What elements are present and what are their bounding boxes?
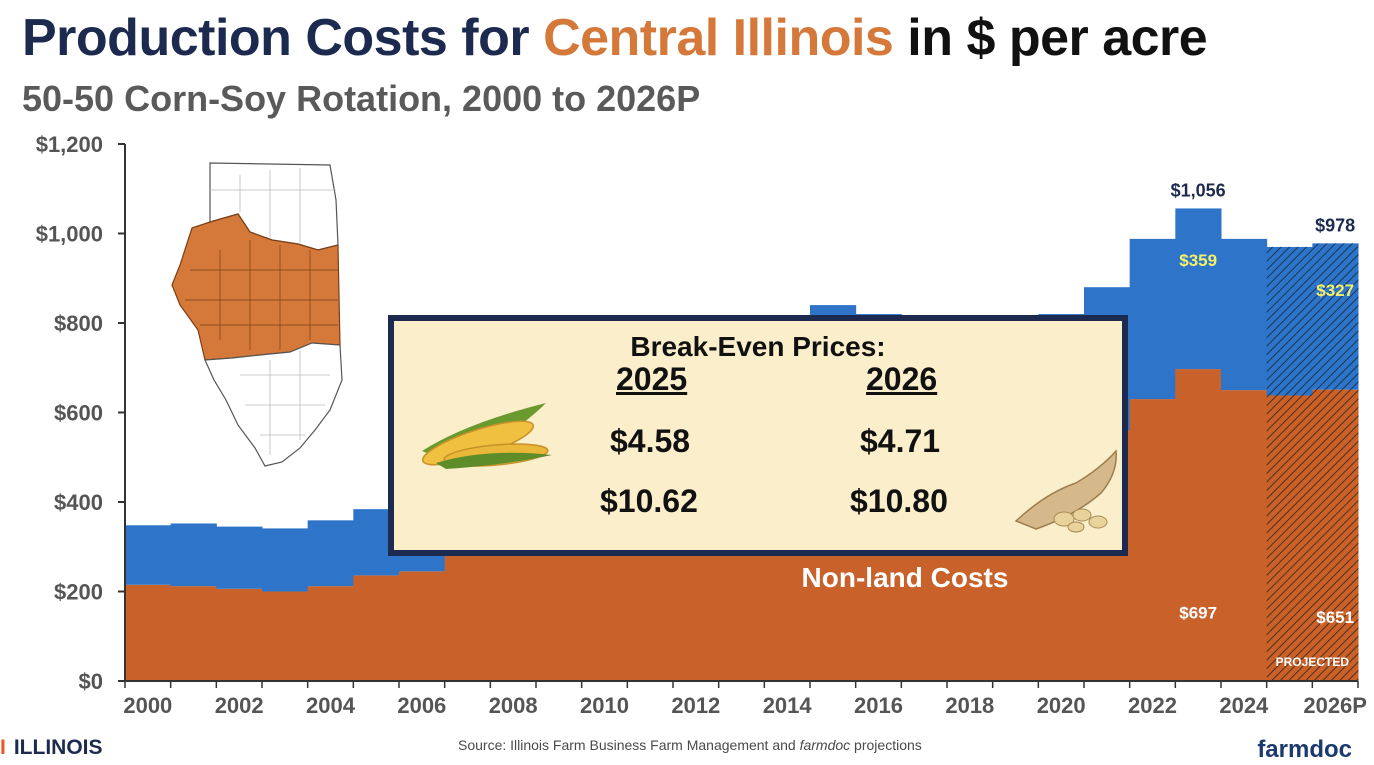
x-tick-label: 2014 xyxy=(763,693,813,718)
bar-land-2004 xyxy=(307,520,354,587)
x-tick-label: 2004 xyxy=(306,693,356,718)
farmdoc-brand: farmdoc xyxy=(1257,736,1352,763)
axes-layer: $0 $200 $400 $600 $800 $1,000 $1,200 2000 2002 20… xyxy=(36,132,1367,718)
soybean-break-even-2025: $10.62 xyxy=(600,483,698,519)
data-label-non_land-2026P: $651 xyxy=(1316,608,1354,627)
source-prefix: Source: Illinois Farm Business Farm Mana… xyxy=(458,737,800,753)
source-note: Source: Illinois Farm Business Farm Mana… xyxy=(458,737,922,753)
break-even-year-2025: 2025 xyxy=(616,361,688,397)
break-even-year-2026: 2026 xyxy=(866,361,938,397)
corn-break-even-2025: $4.58 xyxy=(610,423,691,459)
data-label-total-2026P: $978 xyxy=(1315,215,1355,235)
y-tick-label: $1,200 xyxy=(36,132,103,157)
bar-non-land-2006 xyxy=(399,571,446,681)
illinois-logo: I ILLINOIS xyxy=(0,736,103,760)
source-italic: farmdoc xyxy=(799,737,851,753)
illinois-i-icon: I xyxy=(0,736,6,759)
bar-land-2023 xyxy=(1175,208,1222,370)
data-label-land-2023: $359 xyxy=(1179,251,1217,270)
projected-label: PROJECTED xyxy=(1276,655,1350,669)
x-tick-label: 2002 xyxy=(215,693,264,718)
y-tick-label: $1,000 xyxy=(36,222,103,247)
chart-subtitle: 50-50 Corn-Soy Rotation, 2000 to 2026P xyxy=(22,78,701,119)
x-tick-label: 2018 xyxy=(945,693,994,718)
x-tick-label: 2000 xyxy=(123,693,172,718)
bar-non-land-2002 xyxy=(216,588,263,681)
labels-layer: $1,056 $359 $697 $978 $327 $651 Non-land Costs… xyxy=(802,180,1356,669)
break-even-title: Break-Even Prices: xyxy=(630,331,886,362)
title-part-2: Central Illinois xyxy=(543,9,894,67)
bar-land-2000 xyxy=(125,525,172,585)
bar-projected-hatch-2025 xyxy=(1266,246,1313,682)
bar-land-2022 xyxy=(1129,238,1176,400)
data-label-non_land-2023: $697 xyxy=(1179,603,1217,622)
y-tick-label: $400 xyxy=(54,490,103,515)
data-label-total-2023: $1,056 xyxy=(1171,180,1226,200)
non-land-costs-annotation: Non-land Costs xyxy=(802,562,1009,593)
source-suffix: projections xyxy=(850,737,922,753)
illinois-map-icon xyxy=(171,162,343,467)
y-tick-label: $600 xyxy=(54,401,103,426)
bar-non-land-2024 xyxy=(1221,390,1268,681)
corn-icon xyxy=(421,403,552,469)
soybean-break-even-2026: $10.80 xyxy=(850,483,948,519)
x-tick-label: 2006 xyxy=(397,693,446,718)
bar-projected-hatch-2026P xyxy=(1312,243,1359,681)
bar-land-2024 xyxy=(1221,238,1268,391)
chart-title: Production Costs for Central Illinois in… xyxy=(22,8,1208,68)
bar-non-land-2005 xyxy=(353,575,400,681)
x-tick-label: 2008 xyxy=(489,693,538,718)
x-tick-label: 2010 xyxy=(580,693,629,718)
x-tick-label: 2012 xyxy=(671,693,720,718)
x-tick-label: 2016 xyxy=(854,693,903,718)
data-label-land-2026P: $327 xyxy=(1316,281,1354,300)
y-tick-label: $0 xyxy=(79,669,103,694)
break-even-box: Break-Even Prices: 2025 2026 $4.58 $4.71… xyxy=(388,315,1128,556)
bar-land-2002 xyxy=(216,526,263,589)
x-tick-label: 2026P xyxy=(1303,693,1367,718)
y-tick-label: $800 xyxy=(54,311,103,336)
soybean-icon xyxy=(1014,449,1117,533)
bar-land-2003 xyxy=(262,528,309,592)
bar-non-land-2007 xyxy=(444,533,491,681)
bar-non-land-2000 xyxy=(125,584,172,681)
title-part-1: Production Costs for xyxy=(22,9,544,67)
bar-non-land-2003 xyxy=(262,591,309,681)
x-tick-label: 2022 xyxy=(1128,693,1177,718)
illinois-logo-text: ILLINOIS xyxy=(13,736,103,759)
y-tick-label: $200 xyxy=(54,580,103,605)
bar-non-land-2001 xyxy=(170,586,217,681)
bar-non-land-2004 xyxy=(307,586,354,681)
x-tick-label: 2020 xyxy=(1037,693,1086,718)
title-part-3: in $ per acre xyxy=(893,9,1208,67)
x-tick-label: 2024 xyxy=(1219,693,1269,718)
bar-non-land-2023 xyxy=(1175,369,1222,681)
bar-non-land-2022 xyxy=(1129,399,1176,681)
bar-land-2001 xyxy=(170,523,217,587)
corn-break-even-2026: $4.71 xyxy=(860,423,941,459)
